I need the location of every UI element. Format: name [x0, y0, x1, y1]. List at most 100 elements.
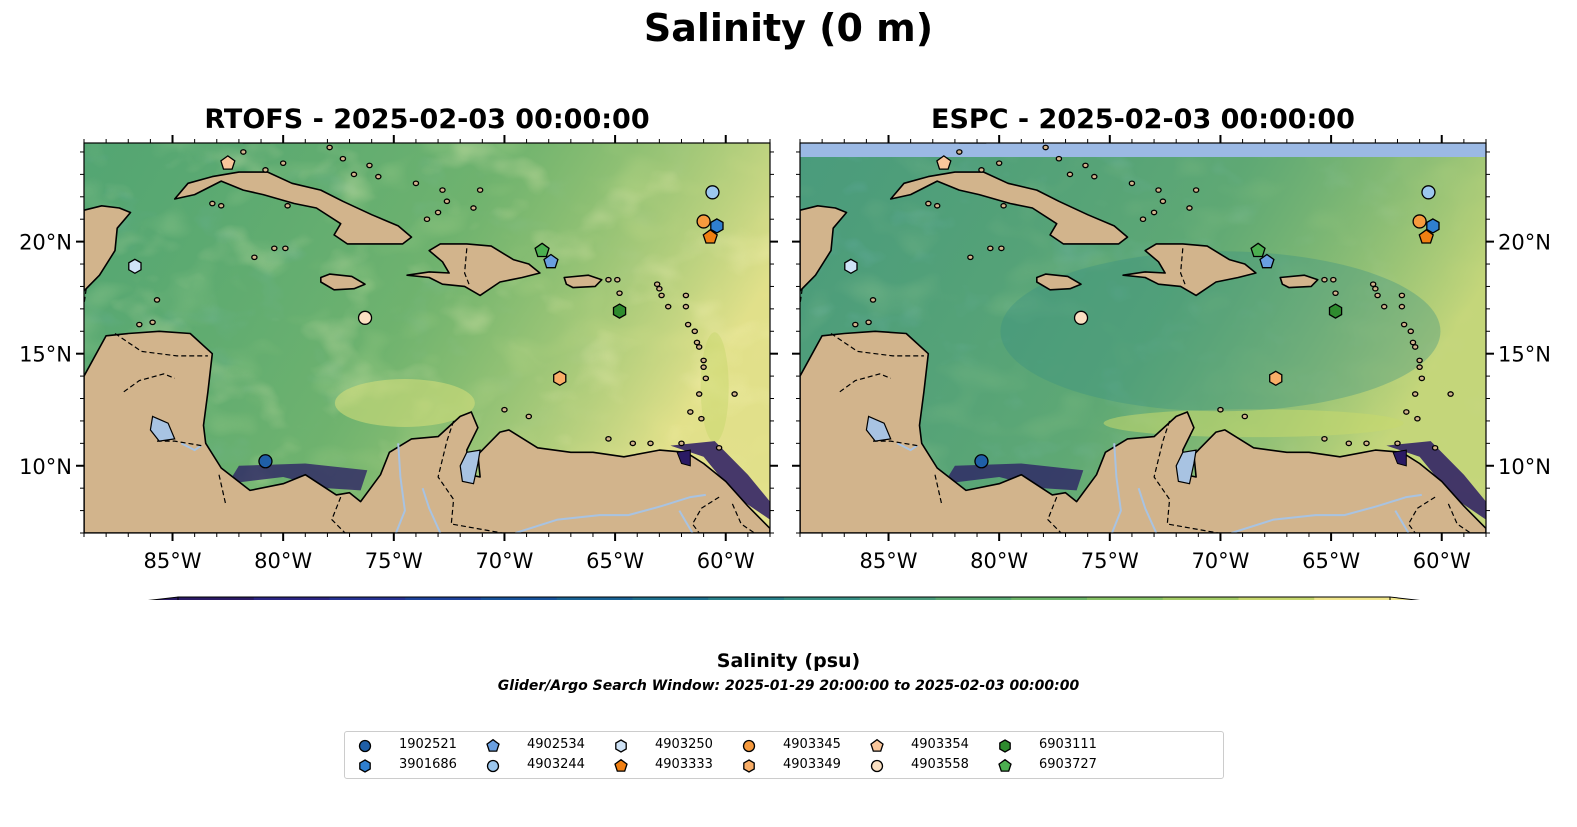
small-island [1345, 440, 1353, 447]
small-island [605, 276, 612, 283]
small-island [653, 281, 661, 288]
small-island [1372, 285, 1379, 292]
hexagon-marker-icon [359, 759, 371, 773]
small-island [1411, 391, 1419, 397]
lon-tick-label: 75°W [365, 549, 423, 573]
lon-tick-label: 85°W [144, 549, 202, 573]
small-island [1091, 173, 1098, 180]
colorbar-segment [708, 597, 785, 600]
small-island [339, 155, 347, 162]
small-island [251, 254, 258, 261]
country-border [691, 496, 720, 533]
small-island [1128, 180, 1136, 187]
lon-tick-label: 70°W [475, 549, 533, 573]
lon-tick-label: 85°W [860, 549, 918, 573]
small-island [682, 303, 690, 310]
yucatan-land [800, 205, 848, 292]
small-island [136, 321, 143, 328]
small-island [1403, 409, 1410, 415]
small-island [1155, 187, 1162, 193]
river [515, 493, 706, 533]
small-island [691, 328, 699, 335]
rtofs-frame [83, 142, 771, 534]
small-island [284, 202, 291, 209]
espc-map-body [800, 143, 1486, 533]
small-island [1431, 444, 1439, 451]
small-island [217, 202, 225, 209]
small-island [366, 162, 373, 169]
florida-keys [242, 143, 271, 144]
small-island [1407, 328, 1415, 335]
colorbar-segment [632, 597, 709, 600]
river [421, 487, 442, 533]
country-border [84, 277, 98, 305]
colorbar-segment [1011, 597, 1088, 600]
small-island [698, 415, 705, 422]
river [1111, 443, 1122, 533]
country-border [830, 333, 924, 357]
hispaniola-land [406, 243, 541, 297]
small-island [326, 144, 333, 151]
marker-4903250 [128, 258, 142, 275]
marker-4903333 [1418, 228, 1434, 244]
hexagon-marker-icon [743, 759, 755, 773]
country-border [437, 420, 503, 533]
river [1231, 493, 1422, 533]
small-island [1159, 198, 1167, 205]
rtofs-map-body [84, 143, 770, 533]
pentagon-marker-icon [486, 738, 500, 752]
yucatan-land [84, 205, 132, 292]
small-island [1409, 339, 1417, 346]
circle-marker-icon [486, 759, 500, 773]
small-island [1139, 216, 1147, 223]
float-legend: 1902521 3901686 4902534 4903244 4903250 49033… [344, 731, 1224, 779]
hispaniola-land [1122, 243, 1257, 297]
river [678, 510, 694, 533]
small-island [1398, 292, 1406, 299]
small-island [423, 216, 431, 223]
small-island [1363, 440, 1370, 447]
legend-marker [870, 759, 884, 773]
country-border [1047, 496, 1062, 533]
marker-3901686 [710, 218, 724, 234]
small-island [998, 245, 1005, 252]
small-island [1150, 209, 1158, 216]
small-island [925, 200, 932, 207]
small-island [978, 167, 985, 173]
lon-tick-label: 65°W [1302, 549, 1360, 573]
river [180, 442, 202, 452]
map-figure: 85°W 80°W 75°W 70°W 65°W 60°W 20°N 15°N 10°N 85°… [19, 135, 1551, 600]
colorbar-extend-low [147, 596, 179, 600]
country-border [839, 373, 891, 393]
antilles-plume-highlight [700, 332, 729, 443]
small-island [1400, 321, 1408, 328]
orinoco-outflow [1386, 441, 1486, 520]
marker-4903244 [1421, 185, 1436, 200]
marker-4903354 [936, 155, 952, 170]
colorbar-segment [556, 597, 634, 600]
jamaica-land [1036, 273, 1082, 291]
legend-marker [359, 759, 371, 773]
small-island [271, 245, 278, 252]
marker-4902534 [543, 253, 559, 269]
jamaica-land [319, 273, 366, 291]
marker-6903727 [1250, 242, 1266, 258]
marker-4903558 [1073, 310, 1089, 325]
small-island [1411, 344, 1419, 350]
marker-6903111 [1328, 303, 1343, 319]
small-island [350, 171, 358, 178]
pentagon-marker-icon [998, 758, 1012, 772]
small-island [700, 364, 707, 370]
lon-tick-label: 60°W [697, 549, 755, 573]
legend-label: 4903345 [783, 737, 841, 752]
coastal-high-band [1103, 409, 1404, 438]
small-island [678, 440, 685, 447]
river [395, 443, 406, 533]
lat-tick-label: 15°N [19, 343, 72, 367]
colorbar-segment [405, 597, 482, 600]
country-border [218, 474, 227, 505]
small-island [682, 292, 690, 299]
colorbar-segment [859, 597, 937, 600]
marker-6903727 [534, 242, 550, 258]
coastal-low-band [227, 463, 368, 491]
